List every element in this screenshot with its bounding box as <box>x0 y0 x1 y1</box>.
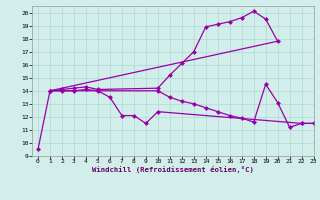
X-axis label: Windchill (Refroidissement éolien,°C): Windchill (Refroidissement éolien,°C) <box>92 166 254 173</box>
